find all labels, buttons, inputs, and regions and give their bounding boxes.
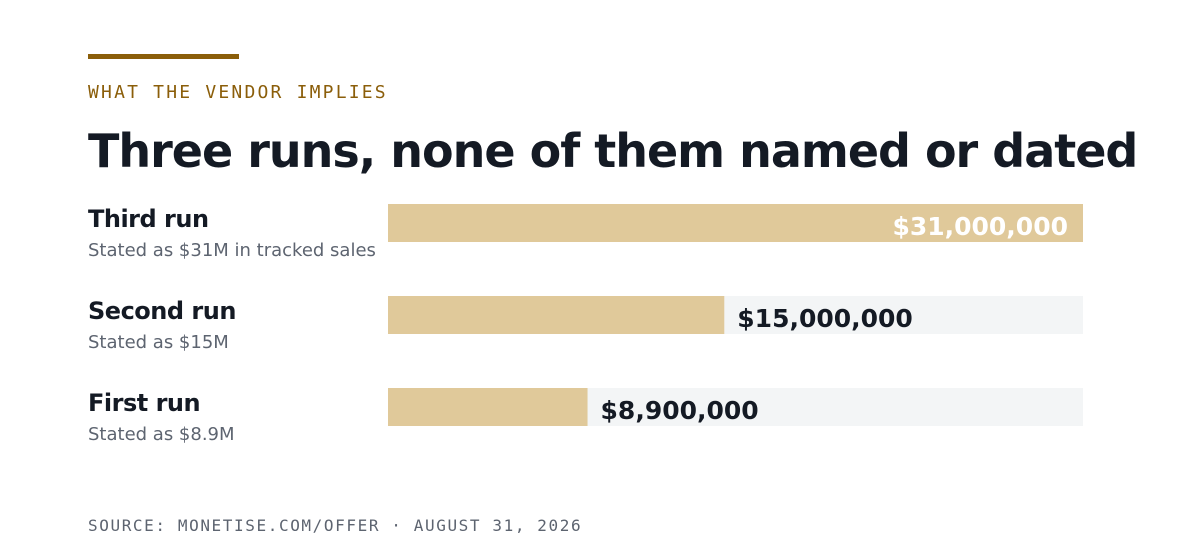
eyebrow: WHAT THE VENDOR IMPLIES xyxy=(88,82,388,103)
source: SOURCE: MONETISE.COM/OFFER · AUGUST 31, … xyxy=(88,516,582,535)
accent-rule xyxy=(88,54,239,59)
chart-title: Three runs, none of them named or dated xyxy=(88,124,1137,178)
category-note: Stated as $15M xyxy=(88,332,229,353)
bar xyxy=(388,204,1083,242)
category-label: Third run xyxy=(88,205,209,233)
value-label: $31,000,000 xyxy=(892,212,1068,241)
category-label: Second run xyxy=(88,297,236,325)
bar xyxy=(388,296,725,334)
category-label: First run xyxy=(88,389,200,417)
value-label: $8,900,000 xyxy=(601,396,759,425)
bar xyxy=(388,388,588,426)
category-note: Stated as $31M in tracked sales xyxy=(88,240,376,261)
category-note: Stated as $8.9M xyxy=(88,424,235,445)
value-label: $15,000,000 xyxy=(737,304,913,333)
